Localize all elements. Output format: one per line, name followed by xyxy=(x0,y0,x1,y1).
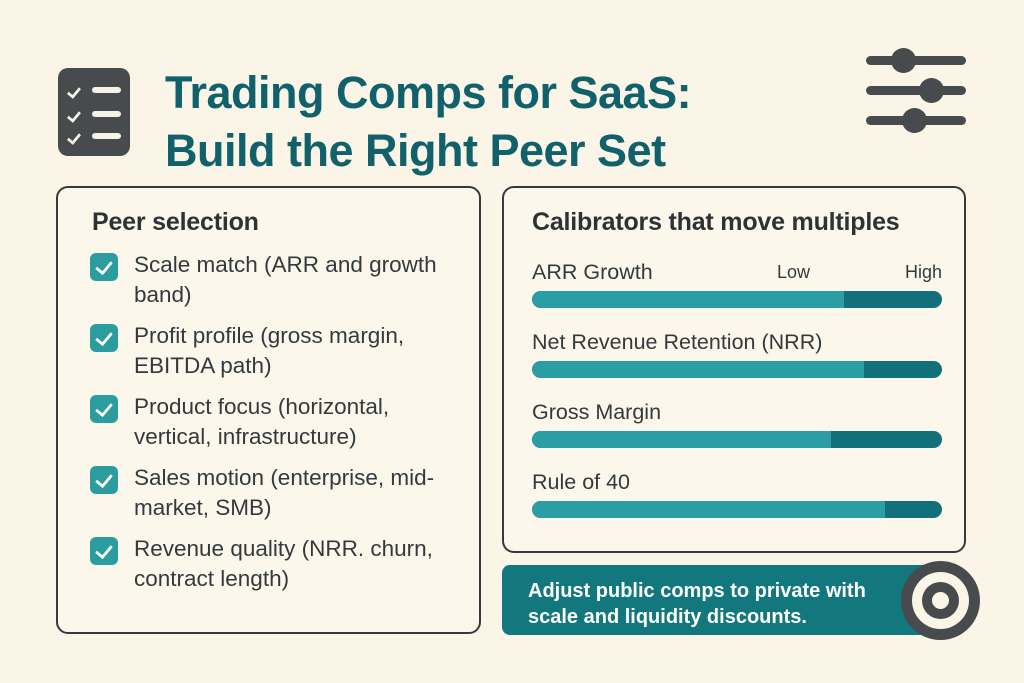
list-item-label: Profit profile (gross margin, EBITDA pat… xyxy=(134,323,405,378)
checkbox-checked-icon[interactable] xyxy=(90,253,118,281)
scale-labels: Low High xyxy=(777,258,942,286)
page-title-line-2: Build the Right Peer Set xyxy=(165,125,666,177)
scale-low-label: Low xyxy=(777,262,811,282)
checklist-icon-row xyxy=(69,106,121,122)
calibrator-label: Rule of 40 xyxy=(532,470,631,494)
list-item[interactable]: Sales motion (enterprise, mid-market, SM… xyxy=(90,463,460,523)
calibrator-label: Net Revenue Retention (NRR) xyxy=(532,330,823,354)
check-icon xyxy=(69,83,85,96)
list-item-label: Product focus (horizontal, vertical, inf… xyxy=(134,394,390,449)
calibrator-row: Rule of 40 xyxy=(532,468,942,518)
calibrator-row: ARR Growth Low High xyxy=(532,258,942,308)
list-item[interactable]: Revenue quality (NRR. churn, contract le… xyxy=(90,534,460,594)
calibrator-bar[interactable] xyxy=(532,431,942,448)
calibrator-header: Gross Margin xyxy=(532,398,942,426)
calibrator-bar-fill xyxy=(532,501,885,518)
checkbox-checked-icon[interactable] xyxy=(90,395,118,423)
calibrator-bar[interactable] xyxy=(532,501,942,518)
calibrator-header: Rule of 40 xyxy=(532,468,942,496)
peer-selection-card: Peer selection Scale match (ARR and grow… xyxy=(56,186,481,634)
calibrator-bar-fill xyxy=(532,291,844,308)
calibrator-row: Gross Margin xyxy=(532,398,942,448)
checkbox-checked-icon[interactable] xyxy=(90,466,118,494)
line-icon xyxy=(92,86,121,93)
takeaway-line-2: scale and liquidity discounts. xyxy=(528,606,807,628)
header: Trading Comps for SaaS: Build the Right … xyxy=(0,0,1024,176)
checkbox-checked-icon[interactable] xyxy=(90,324,118,352)
scale-high-label: High xyxy=(904,262,942,282)
list-item-label: Sales motion (enterprise, mid-market, SM… xyxy=(134,465,435,520)
peer-selection-list: Scale match (ARR and growth band) Profit… xyxy=(90,250,460,605)
calibrator-label: ARR Growth xyxy=(532,260,653,284)
list-item-label: Scale match (ARR and growth band) xyxy=(134,252,437,307)
list-item[interactable]: Scale match (ARR and growth band) xyxy=(90,250,460,310)
page-title-line-1: Trading Comps for SaaS: xyxy=(165,67,692,119)
slider-track xyxy=(866,86,966,95)
calibrator-bar[interactable] xyxy=(532,361,942,378)
page-title: Trading Comps for SaaS: Build the Right … xyxy=(165,64,825,180)
list-item[interactable]: Product focus (horizontal, vertical, inf… xyxy=(90,392,460,452)
checkbox-checked-icon[interactable] xyxy=(90,537,118,565)
calibrator-bar-fill xyxy=(532,361,865,378)
list-item[interactable]: Profit profile (gross margin, EBITDA pat… xyxy=(90,321,460,381)
calibrators-list: ARR Growth Low High Net Revenue Retentio… xyxy=(532,258,942,538)
takeaway-banner: Adjust public comps to private with scal… xyxy=(502,565,935,635)
list-item-label: Revenue quality (NRR. churn, contract le… xyxy=(134,536,433,591)
sliders-icon xyxy=(866,46,966,136)
takeaway-banner-text: Adjust public comps to private with scal… xyxy=(528,578,898,630)
checklist-icon-row xyxy=(69,128,121,144)
line-icon xyxy=(92,110,121,117)
calibrator-header: Net Revenue Retention (NRR) xyxy=(532,328,942,356)
takeaway-line-1: Adjust public comps to private with xyxy=(528,580,866,602)
checklist-icon xyxy=(58,68,130,156)
calibrator-bar[interactable] xyxy=(532,291,942,308)
peer-selection-title: Peer selection xyxy=(92,208,259,236)
slider-knob xyxy=(891,48,916,73)
calibrator-label: Gross Margin xyxy=(532,400,662,424)
slider-knob xyxy=(919,78,944,103)
calibrator-bar-fill xyxy=(532,431,832,448)
check-icon xyxy=(69,107,85,120)
slider-knob xyxy=(902,108,927,133)
slider-track xyxy=(866,56,966,65)
check-icon xyxy=(69,129,85,142)
calibrator-header: ARR Growth Low High xyxy=(532,258,942,286)
line-icon xyxy=(92,132,121,139)
checklist-icon-row xyxy=(69,82,121,98)
calibrators-card: Calibrators that move multiples ARR Grow… xyxy=(502,186,966,553)
calibrators-title: Calibrators that move multiples xyxy=(532,208,900,236)
calibrator-row: Net Revenue Retention (NRR) xyxy=(532,328,942,378)
target-icon xyxy=(901,561,980,640)
target-center-dot xyxy=(932,592,949,609)
